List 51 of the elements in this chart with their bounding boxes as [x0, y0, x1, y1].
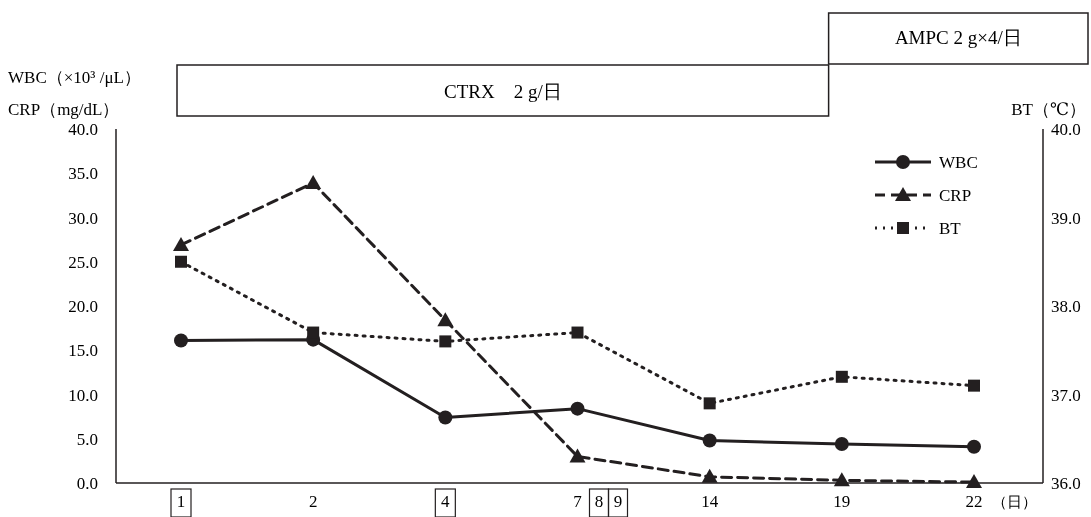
point	[569, 448, 586, 463]
point	[570, 401, 585, 416]
point	[437, 312, 454, 327]
x-tick-label: 7	[573, 492, 583, 511]
x-tick-label: 19	[833, 492, 851, 511]
point	[307, 326, 320, 339]
x-tick-label: 4	[441, 492, 451, 511]
text: 8	[594, 492, 604, 511]
y2-tick-label: 36.0	[1051, 474, 1081, 493]
text: AMPC 2 g×4/日	[894, 27, 1022, 48]
y-tick-label: 40.0	[68, 120, 98, 139]
point	[968, 379, 980, 392]
y-tick-label: 25.0	[68, 252, 98, 272]
legend-label: WBC	[939, 153, 978, 172]
x-tick-label: 14	[701, 492, 719, 511]
text: 9	[613, 492, 623, 511]
point	[439, 335, 452, 348]
y2-tick-label: 39.0	[1051, 208, 1081, 228]
point	[967, 439, 981, 454]
x-tick-label: 2	[308, 492, 318, 511]
point	[703, 397, 716, 410]
y2-axis-title: BT（℃）	[1011, 100, 1086, 119]
point	[966, 474, 982, 489]
y-tick-label: 30.0	[68, 208, 98, 228]
y-tick-label: 35.0	[68, 164, 98, 184]
y2-tick-label: 37.0	[1051, 385, 1081, 405]
y2-tick-label: 38.0	[1051, 297, 1081, 316]
point	[438, 410, 453, 425]
legend-label: BT	[939, 219, 962, 238]
x-axis-title: （日）	[992, 494, 1037, 510]
point	[701, 468, 718, 483]
y-tick-label: 20.0	[68, 297, 98, 316]
x-tick-label: 1	[176, 492, 186, 511]
point	[835, 370, 848, 383]
legend-label: CRP	[939, 186, 972, 205]
y-tick-label: 5.0	[76, 429, 98, 449]
point	[175, 255, 187, 268]
point	[174, 333, 188, 348]
y-axis-title: WBC（×10³ /μL） CRP（mg/dL）	[8, 68, 141, 119]
point	[571, 326, 584, 339]
point	[833, 472, 850, 487]
y2-tick-label: 40.0	[1051, 120, 1081, 139]
x-tick-label: 22	[965, 492, 983, 511]
point	[834, 437, 849, 452]
y-tick-label: 0.0	[76, 474, 98, 493]
text: CTRX 2 g/日	[443, 81, 562, 102]
point	[173, 236, 189, 251]
y-tick-label: 10.0	[68, 385, 98, 405]
point	[702, 433, 717, 448]
point	[305, 174, 322, 189]
y-tick-label: 15.0	[68, 341, 98, 361]
